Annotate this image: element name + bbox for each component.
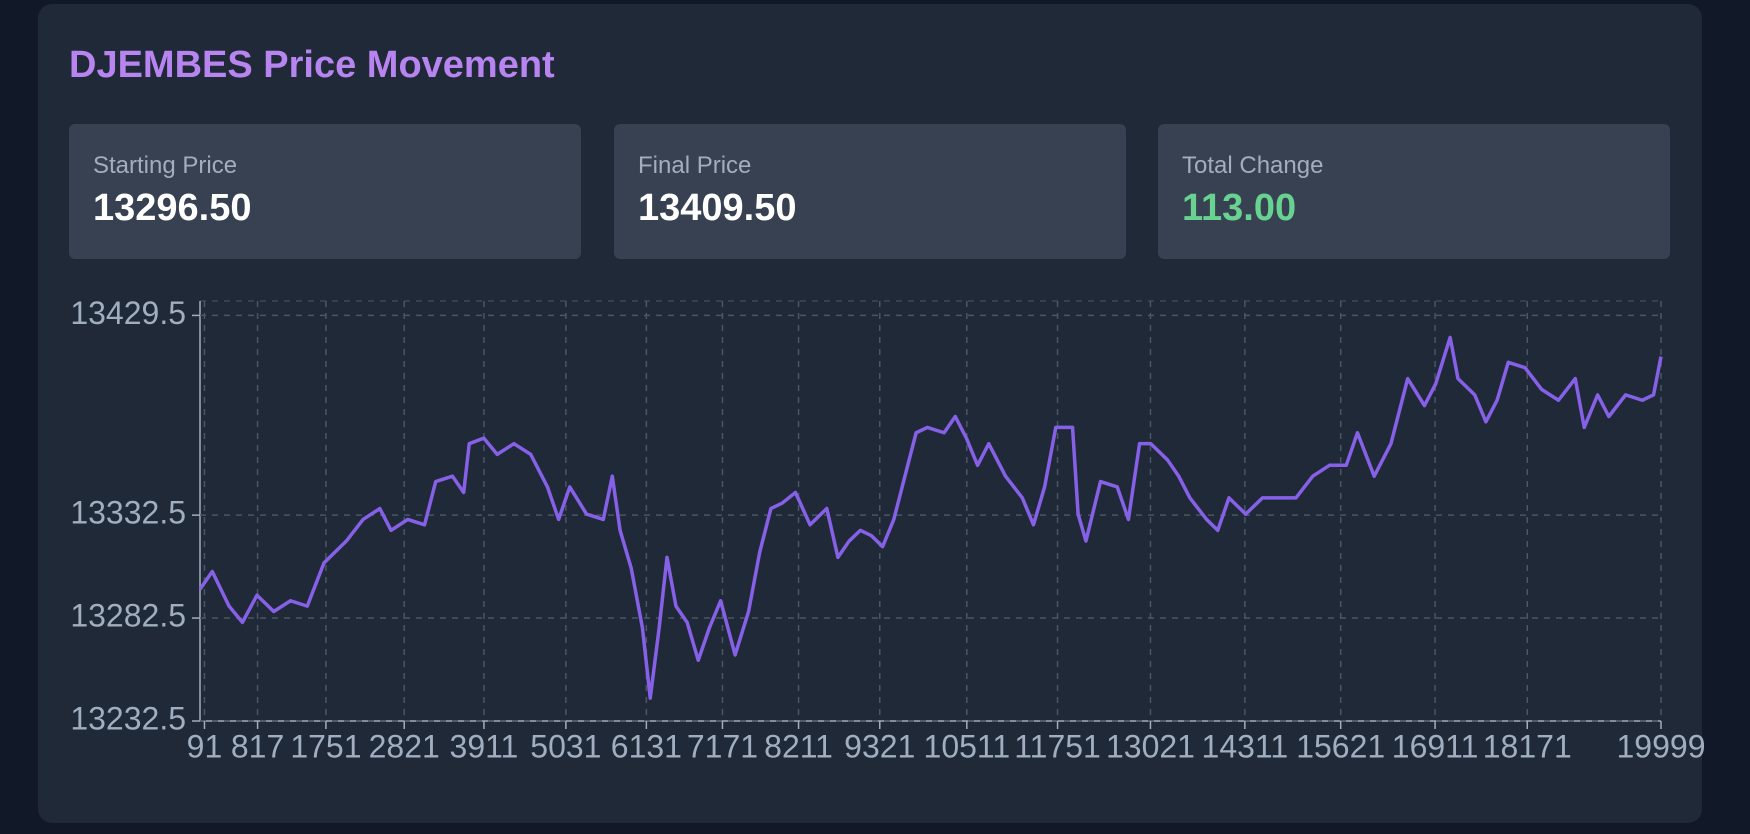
y-tick-label: 13429.5 bbox=[70, 295, 186, 331]
x-tick-label: 15621 bbox=[1296, 728, 1385, 764]
stat-value: 113.00 bbox=[1182, 187, 1297, 229]
x-tick-label: 18171 bbox=[1483, 728, 1572, 764]
x-tick-label: 6131 bbox=[611, 728, 682, 764]
price-line bbox=[198, 335, 1663, 700]
stat-label: Total Change bbox=[1182, 152, 1324, 179]
y-tick-label: 13232.5 bbox=[70, 700, 186, 736]
chart-title: DJEMBES Price Movement bbox=[69, 44, 555, 86]
x-tick-label: 5031 bbox=[530, 728, 601, 764]
x-tick-label: 1751 bbox=[290, 728, 361, 764]
x-tick-label: 7171 bbox=[687, 728, 758, 764]
x-tick-label: 8211 bbox=[764, 728, 833, 764]
stat-card: Final Price 13409.50 bbox=[614, 124, 1126, 259]
stat-value: 13296.50 bbox=[93, 187, 252, 229]
stat-label: Starting Price bbox=[93, 152, 238, 179]
x-tick-label: 10511 bbox=[924, 728, 1011, 764]
stat-value: 13409.50 bbox=[638, 187, 797, 229]
x-tick-label: 91 bbox=[187, 728, 223, 764]
chart-card: DJEMBES Price Movement Starting Price 13… bbox=[38, 4, 1702, 823]
x-tick-label: 16911 bbox=[1392, 728, 1479, 764]
x-tick-label: 9321 bbox=[844, 728, 915, 764]
x-tick-label: 13021 bbox=[1106, 728, 1195, 764]
x-tick-label: 3911 bbox=[450, 728, 519, 764]
x-tick-label: 2821 bbox=[369, 728, 440, 764]
y-tick-label: 13282.5 bbox=[70, 598, 186, 634]
stat-label: Final Price bbox=[638, 152, 752, 179]
stat-card: Total Change 113.00 bbox=[1158, 124, 1670, 259]
y-tick-label: 13332.5 bbox=[70, 495, 186, 531]
stat-card: Starting Price 13296.50 bbox=[69, 124, 581, 259]
x-tick-label: 817 bbox=[231, 728, 284, 764]
x-tick-label: 11751 bbox=[1014, 728, 1101, 764]
x-tick-label: 14311 bbox=[1202, 728, 1289, 764]
x-tick-label: 19999 bbox=[1617, 728, 1706, 764]
